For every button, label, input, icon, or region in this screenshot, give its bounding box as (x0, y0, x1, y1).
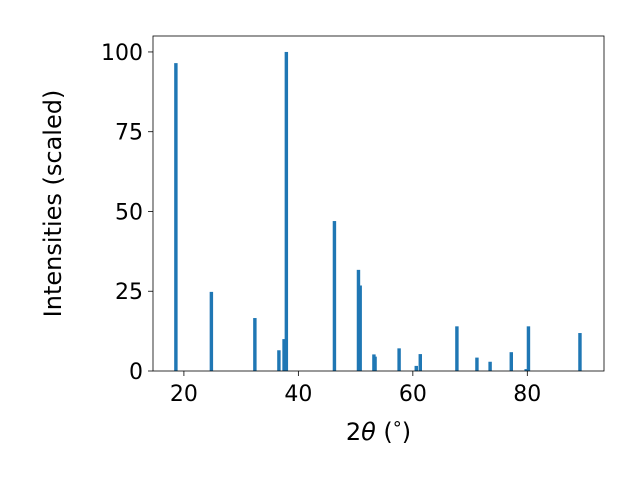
bar (418, 354, 422, 371)
bar (488, 361, 492, 371)
bar (578, 333, 582, 371)
bar (475, 357, 479, 371)
bar (358, 285, 362, 371)
bar (509, 352, 513, 371)
bar (282, 339, 286, 371)
y-tick-label: 0 (129, 360, 143, 385)
x-tick-label: 80 (513, 382, 541, 407)
plot-frame (152, 35, 605, 372)
bar (332, 221, 337, 371)
bar (414, 365, 418, 371)
y-axis-label: Intensities (scaled) (39, 90, 67, 318)
x-axis-ticks: 20 40 60 80 (170, 371, 541, 407)
bar (526, 326, 531, 371)
y-tick-label: 100 (101, 41, 143, 66)
bar (277, 350, 281, 371)
y-tick-label: 50 (115, 200, 143, 225)
bar (174, 63, 178, 371)
bar (284, 51, 289, 371)
bar (455, 326, 459, 371)
x-axis-label: 2θ (°) (346, 418, 411, 446)
bar (397, 348, 401, 371)
y-axis-ticks: 0 25 50 75 100 (101, 41, 153, 385)
y-tick-label: 25 (115, 280, 143, 305)
y-tick-label: 75 (115, 121, 143, 146)
bar (524, 369, 528, 371)
bars-group (174, 51, 582, 371)
bar (253, 318, 257, 371)
bar (209, 291, 214, 371)
bar (373, 356, 377, 371)
x-tick-label: 40 (284, 382, 312, 407)
x-tick-label: 20 (170, 382, 198, 407)
x-tick-label: 60 (399, 382, 427, 407)
